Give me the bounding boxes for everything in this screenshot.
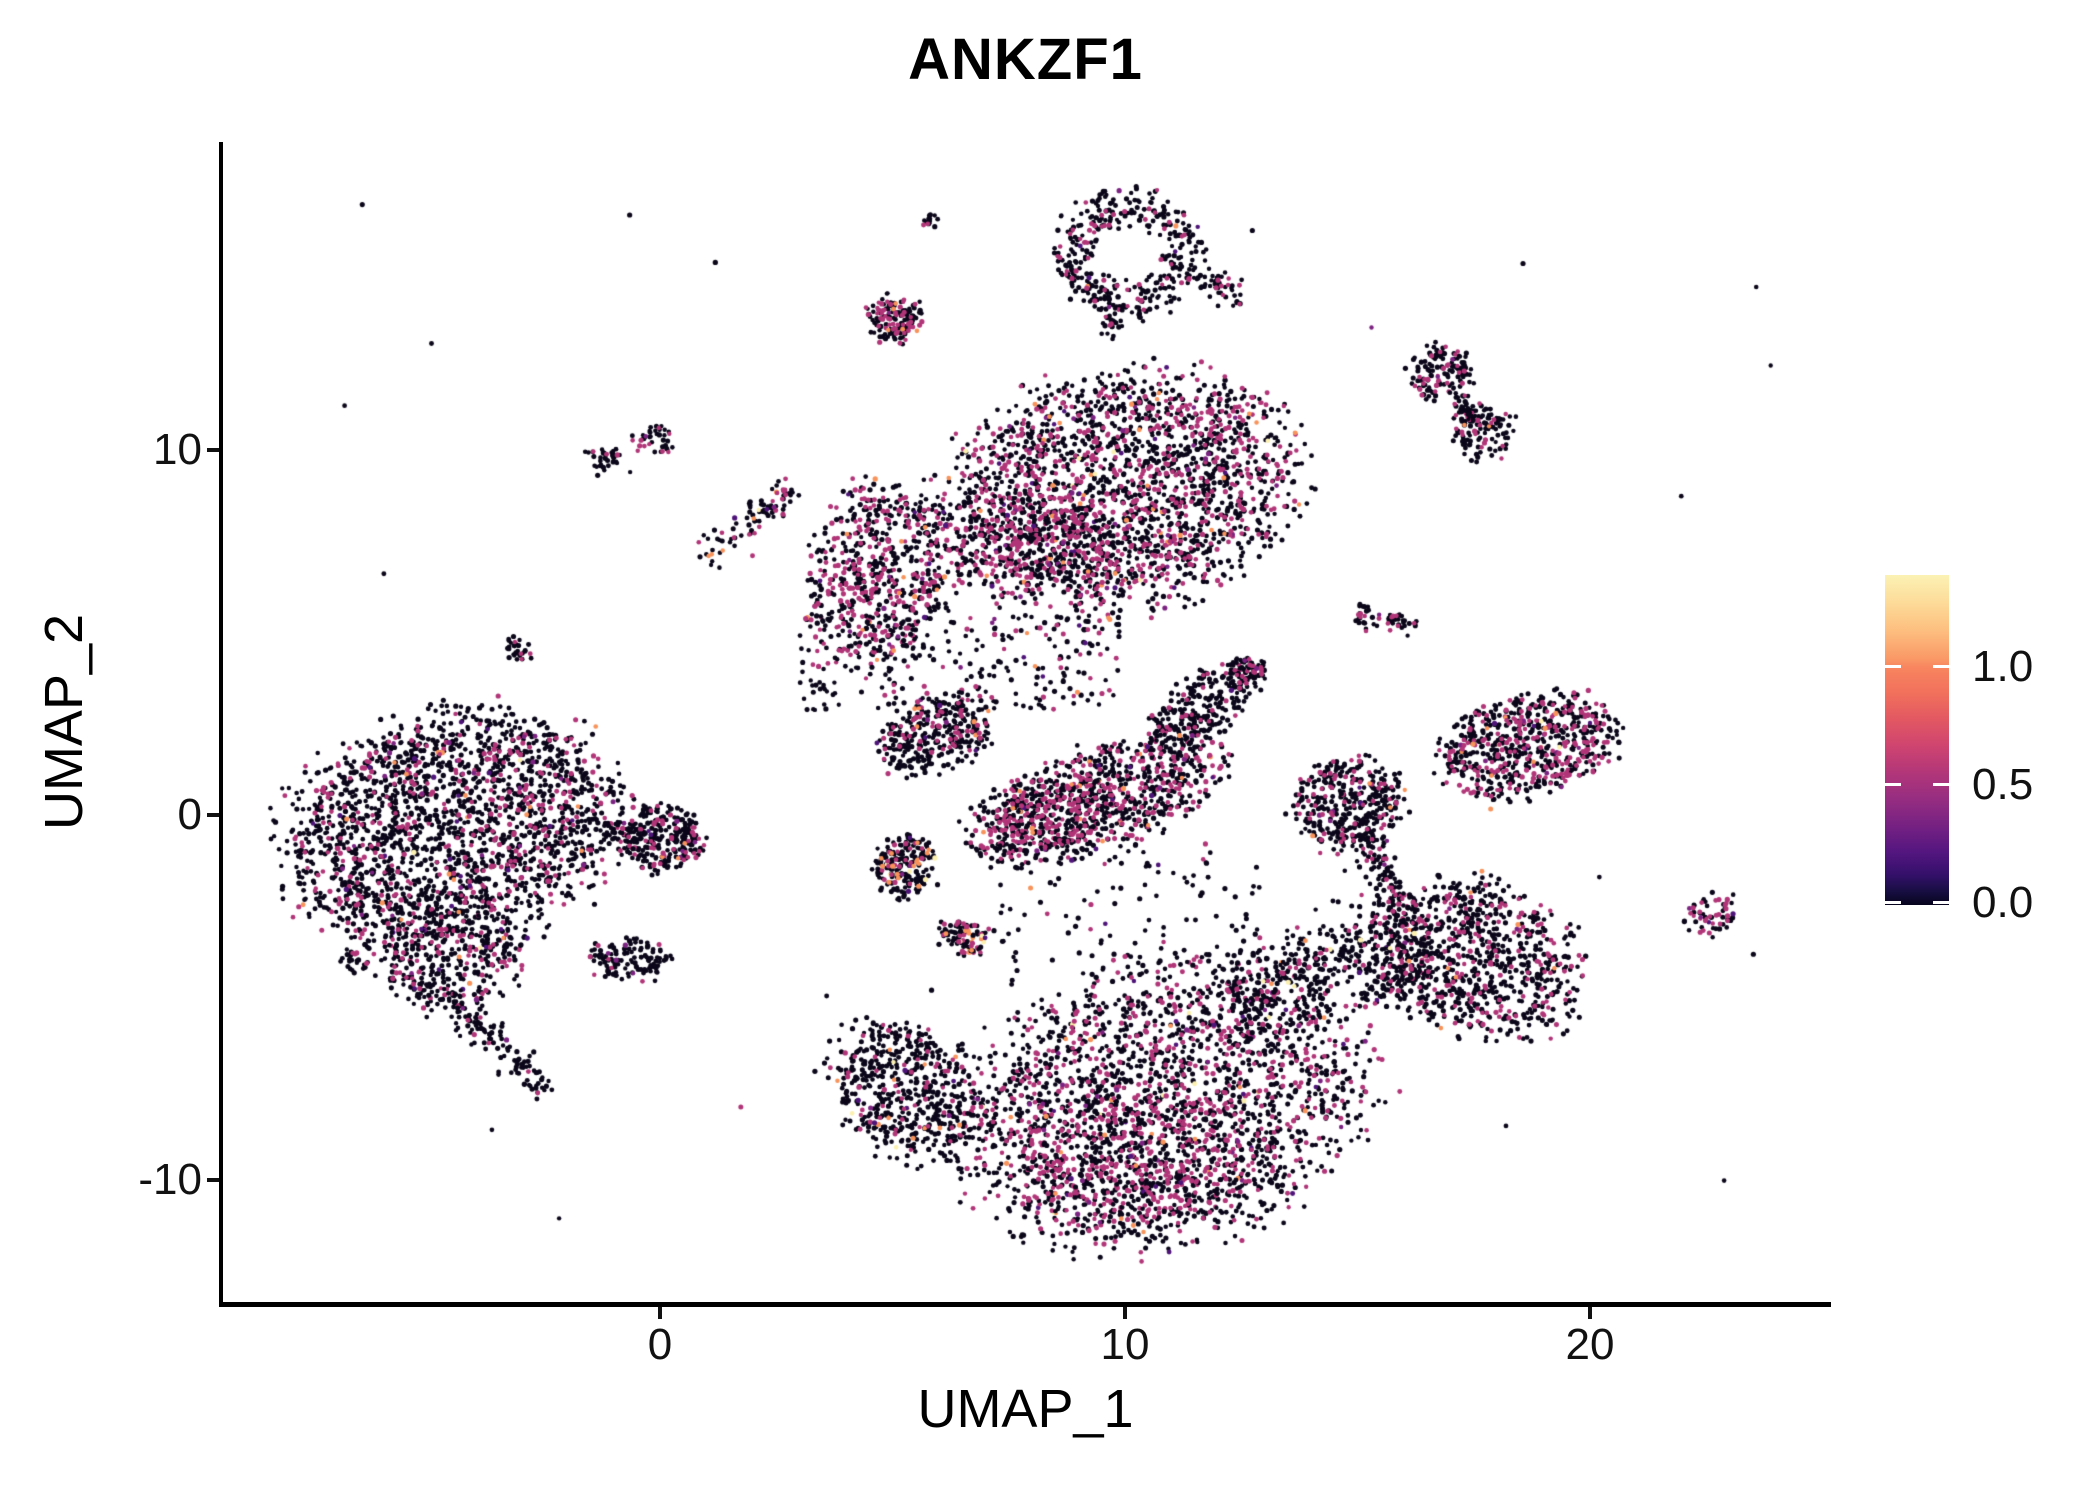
- y-tick-mark: [207, 448, 219, 452]
- x-tick-label: 0: [647, 1320, 673, 1369]
- plot-title: ANKZF1: [908, 27, 1143, 92]
- y-tick-mark: [207, 813, 219, 817]
- x-tick-mark: [1123, 1307, 1127, 1319]
- umap-scatter-canvas: [222, 142, 1829, 1302]
- colorbar-tick: [1885, 665, 1949, 668]
- x-tick-label: 20: [1565, 1320, 1615, 1369]
- y-tick-label: -10: [138, 1155, 202, 1204]
- y-axis-title: UMAP_2: [34, 613, 94, 831]
- colorbar-label: 1.0: [1972, 642, 2034, 691]
- x-tick-label: 10: [1100, 1320, 1150, 1369]
- colorbar-label: 0.0: [1972, 878, 2034, 927]
- y-tick-label: 0: [177, 790, 202, 839]
- colorbar-tick: [1885, 901, 1949, 904]
- x-axis-title: UMAP_1: [917, 1379, 1134, 1439]
- y-axis-line: [219, 142, 223, 1306]
- y-tick-label: 10: [153, 425, 202, 474]
- colorbar-label: 0.5: [1972, 760, 2034, 809]
- x-tick-mark: [1588, 1307, 1592, 1319]
- x-axis-line: [219, 1302, 1831, 1307]
- x-tick-mark: [658, 1307, 662, 1319]
- y-tick-mark: [207, 1178, 219, 1182]
- colorbar-tick: [1885, 783, 1949, 786]
- colorbar-gradient: [1885, 575, 1949, 905]
